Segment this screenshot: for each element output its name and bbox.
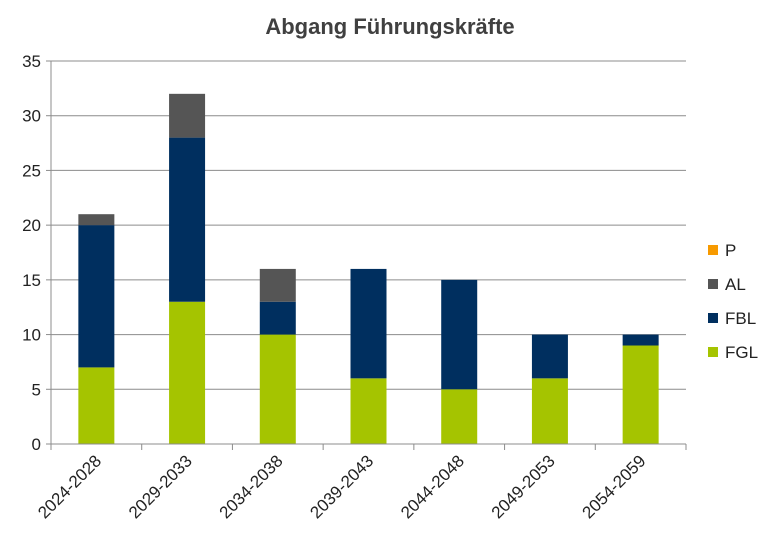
legend-label-al: AL: [725, 275, 746, 294]
bar-segment-fgl: [259, 334, 296, 444]
x-tick-label: 2049-2053: [488, 451, 559, 522]
y-tick-label: 10: [22, 326, 41, 345]
y-tick-label: 20: [22, 216, 41, 235]
axes: [46, 60, 687, 450]
y-tick-label: 30: [22, 107, 41, 126]
y-axis-ticks: 0 5 10 15 20 25 30 35: [22, 52, 41, 454]
bar-segment-fbl: [441, 279, 478, 390]
bar-segment-al: [169, 93, 206, 138]
x-tick-label: 2039-2043: [306, 451, 377, 522]
bar-segment-fbl: [78, 225, 115, 368]
bar-segment-fbl: [259, 301, 296, 335]
legend-label-fbl: FBL: [725, 309, 756, 328]
bar-segment-fgl: [78, 367, 115, 444]
bar-segment-fgl: [441, 389, 478, 444]
bar-segment-fbl: [169, 137, 206, 302]
legend-swatch-p: [708, 245, 718, 255]
x-tick-label: 2029-2033: [125, 451, 196, 522]
y-tick-label: 25: [22, 161, 41, 180]
bar-segment-fbl: [622, 334, 659, 346]
bar-segment-fbl: [350, 268, 387, 379]
bar-segment-al: [259, 268, 296, 302]
x-tick-label: 2024-2028: [34, 451, 105, 522]
legend-swatch-fgl: [708, 347, 718, 357]
y-tick-label: 5: [32, 380, 41, 399]
bars: [78, 93, 659, 444]
chart-title: Abgang Führungskräfte: [265, 14, 514, 39]
bar-segment-fgl: [531, 378, 568, 444]
bar-segment-fgl: [350, 378, 387, 444]
legend-swatch-fbl: [708, 313, 718, 323]
y-tick-label: 15: [22, 271, 41, 290]
bar-segment-fgl: [169, 301, 206, 444]
x-tick-label: 2054-2059: [579, 451, 650, 522]
bar-segment-al: [78, 214, 115, 226]
legend-label-fgl: FGL: [725, 343, 758, 362]
y-tick-label: 0: [32, 435, 41, 454]
x-axis-ticks: 2024-2028 2029-2033 2034-2038 2039-2043 2044…: [34, 451, 649, 522]
bar-segment-fbl: [531, 334, 568, 379]
y-tick-label: 35: [22, 52, 41, 71]
x-tick-label: 2044-2048: [397, 451, 468, 522]
x-tick-label: 2034-2038: [216, 451, 287, 522]
legend-swatch-al: [708, 279, 718, 289]
bar-segment-fgl: [622, 345, 659, 444]
legend: P AL FBL FGL: [708, 241, 758, 362]
legend-label-p: P: [725, 241, 736, 260]
